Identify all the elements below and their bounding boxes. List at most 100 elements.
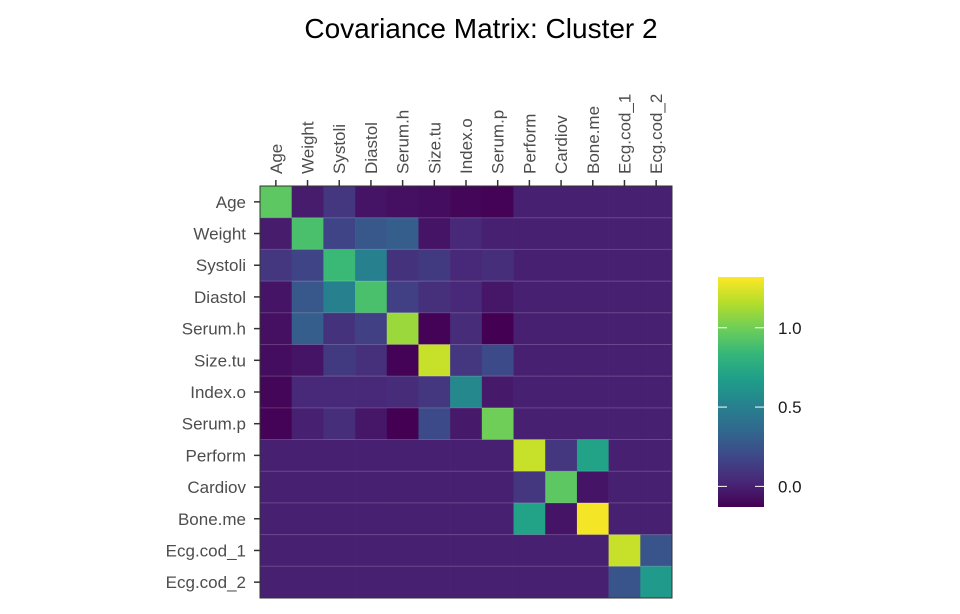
heatmap-cell-Diastol-Weight [291,281,324,314]
heatmap-cell-Perform-Ecg.cod_2 [640,439,673,472]
heatmap-cell-Diastol-Serum.p [481,281,514,314]
heatmap-cell-Index.o-Ecg.cod_2 [640,376,673,409]
heatmap-cell-Bone.me-Cardiov [545,502,578,535]
x-tick-label: Ecg.cod_1 [615,94,634,174]
heatmap-cell-Ecg.cod_1-Serum.h [386,534,419,567]
heatmap-cell-Diastol-Ecg.cod_1 [608,281,641,314]
heatmap-cell-Ecg.cod_2-Bone.me [576,566,609,599]
heatmap-cell-Index.o-Age [260,376,292,409]
heatmap-cell-Perform-Ecg.cod_1 [608,439,641,472]
heatmap-cell-Systoli-Perform [513,249,546,282]
heatmap-cell-Cardiov-Size.tu [418,471,451,504]
heatmap-cell-Size.tu-Serum.h [386,344,419,377]
heatmap-cell-Serum.h-Systoli [323,312,356,345]
panel-border [259,185,673,599]
heatmap-cell-Serum.h-Age [260,312,292,345]
heatmap-cell-Serum.p-Serum.p [481,407,514,440]
heatmap-cell-Systoli-Bone.me [576,249,609,282]
y-tick-label: Serum.h [182,320,246,339]
heatmap-cell-Ecg.cod_2-Cardiov [545,566,578,599]
heatmap-cell-Perform-Serum.h [386,439,419,472]
heatmap-cell-Bone.me-Perform [513,502,546,535]
heatmap-cell-Age-Index.o [450,186,483,218]
heatmap-cell-Diastol-Size.tu [418,281,451,314]
heatmap-cell-Index.o-Size.tu [418,376,451,409]
heatmap-cell-Ecg.cod_2-Index.o [450,566,483,599]
heatmap-cell-Serum.p-Age [260,407,292,440]
heatmap-cell-Ecg.cod_2-Serum.h [386,566,419,599]
heatmap-cell-Index.o-Index.o [450,376,483,409]
heatmap-cell-Cardiov-Ecg.cod_2 [640,471,673,504]
heatmap-cell-Perform-Systoli [323,439,356,472]
heatmap-cell-Weight-Ecg.cod_2 [640,217,673,250]
heatmap-cell-Systoli-Weight [291,249,324,282]
heatmap-cell-Perform-Weight [291,439,324,472]
heatmap-cell-Bone.me-Ecg.cod_1 [608,502,641,535]
heatmap-cell-Diastol-Index.o [450,281,483,314]
heatmap-cell-Serum.h-Cardiov [545,312,578,345]
heatmap-cell-Systoli-Age [260,249,292,282]
heatmap-cell-Weight-Cardiov [545,217,578,250]
heatmap-cell-Diastol-Diastol [355,281,388,314]
heatmap-cell-Ecg.cod_2-Weight [291,566,324,599]
heatmap-cell-Ecg.cod_1-Bone.me [576,534,609,567]
x-tick-label: Ecg.cod_2 [647,94,666,174]
y-tick-label: Bone.me [178,510,246,529]
heatmap-cell-Age-Ecg.cod_1 [608,186,641,218]
heatmap-cell-Size.tu-Cardiov [545,344,578,377]
heatmap-cell-Age-Size.tu [418,186,451,218]
heatmap-cell-Serum.h-Ecg.cod_1 [608,312,641,345]
heatmap-cell-Cardiov-Serum.p [481,471,514,504]
chart-title: Covariance Matrix: Cluster 2 [304,13,657,44]
x-axis-ticks [275,180,657,186]
heatmap-cell-Serum.p-Perform [513,407,546,440]
heatmap-cell-Diastol-Ecg.cod_2 [640,281,673,314]
heatmap-cell-Systoli-Index.o [450,249,483,282]
heatmap-cell-Weight-Serum.p [481,217,514,250]
heatmap-cell-Size.tu-Weight [291,344,324,377]
y-tick-label: Size.tu [194,351,246,370]
heatmap-cell-Ecg.cod_2-Serum.p [481,566,514,599]
heatmap-cell-Serum.p-Systoli [323,407,356,440]
heatmap-cell-Age-Age [260,186,292,218]
heatmap-cell-Bone.me-Age [260,502,292,535]
heatmap-cell-Ecg.cod_1-Ecg.cod_2 [640,534,673,567]
y-tick-label: Serum.p [182,415,246,434]
heatmap-cell-Index.o-Perform [513,376,546,409]
heatmap-cell-Age-Serum.h [386,186,419,218]
heatmap-cell-Size.tu-Perform [513,344,546,377]
heatmap-cell-Perform-Size.tu [418,439,451,472]
heatmap-cell-Ecg.cod_1-Cardiov [545,534,578,567]
heatmap-cell-Perform-Perform [513,439,546,472]
heatmap-cell-Weight-Bone.me [576,217,609,250]
heatmap-cell-Ecg.cod_2-Diastol [355,566,388,599]
heatmap-cell-Index.o-Diastol [355,376,388,409]
x-axis-labels: Age Weight Systoli Diastol Serum.h Size.tu Ind… [267,94,666,174]
heatmap-cell-Age-Bone.me [576,186,609,218]
x-tick-label: Size.tu [425,122,444,174]
y-tick-label: Ecg.cod_2 [166,573,246,592]
heatmap-cell-Size.tu-Diastol [355,344,388,377]
heatmap-cell-Ecg.cod_1-Ecg.cod_1 [608,534,641,567]
heatmap-cell-Systoli-Ecg.cod_1 [608,249,641,282]
heatmap-cell-Size.tu-Ecg.cod_2 [640,344,673,377]
x-tick-label: Bone.me [584,106,603,174]
heatmap-cell-Index.o-Bone.me [576,376,609,409]
x-tick-label: Diastol [362,122,381,174]
heatmap-cell-Serum.h-Ecg.cod_2 [640,312,673,345]
heatmap-cell-Systoli-Size.tu [418,249,451,282]
heatmap-cell-Serum.p-Weight [291,407,324,440]
heatmap-cell-Ecg.cod_1-Systoli [323,534,356,567]
heatmap-cell-Ecg.cod_2-Size.tu [418,566,451,599]
heatmap-cell-Cardiov-Cardiov [545,471,578,504]
heatmap-cell-Bone.me-Serum.p [481,502,514,535]
y-tick-label: Index.o [190,383,246,402]
x-tick-label: Cardiov [552,115,571,174]
heatmap-cell-Serum.p-Bone.me [576,407,609,440]
heatmap-cell-Serum.h-Serum.p [481,312,514,345]
x-tick-label: Serum.p [489,110,508,174]
heatmap-cell-Age-Cardiov [545,186,578,218]
heatmap-cell-Ecg.cod_1-Serum.p [481,534,514,567]
heatmap-cell-Serum.h-Serum.h [386,312,419,345]
